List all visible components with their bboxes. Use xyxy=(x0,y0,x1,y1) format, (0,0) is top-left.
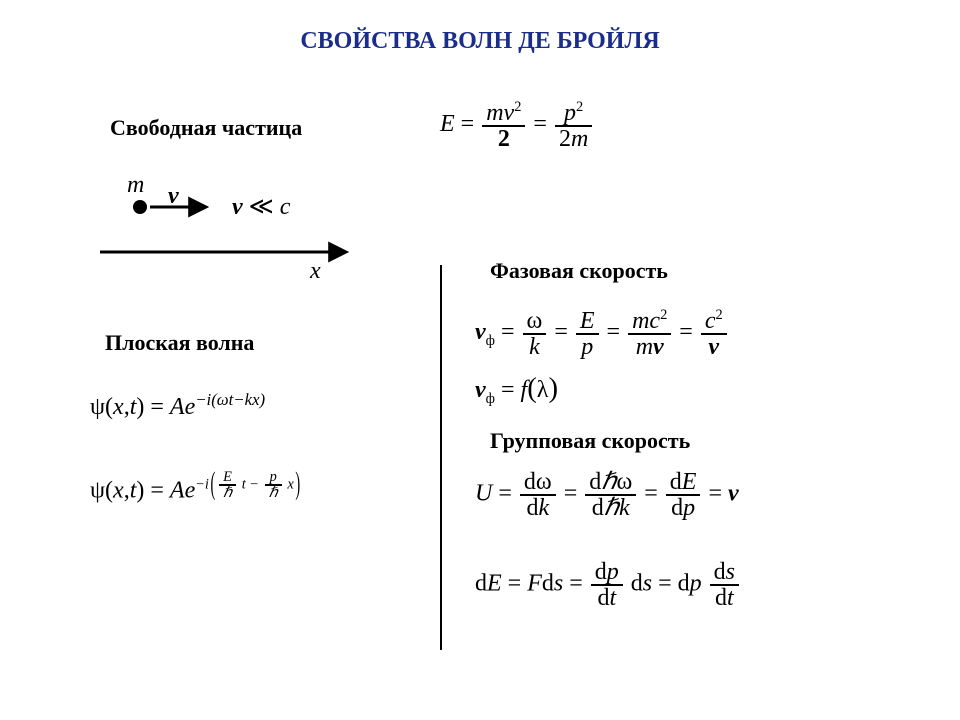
sym-U: U xyxy=(475,481,492,507)
sym-Ae2: Ae xyxy=(170,478,195,504)
sym-mc: mc xyxy=(632,308,660,334)
sym-omega: ω xyxy=(523,309,547,333)
vertical-divider xyxy=(440,265,442,650)
label-plane-wave: Плоская волна xyxy=(105,330,254,356)
eq-energy: E = mv2 2 = p2 22mm xyxy=(440,100,594,151)
eq-vphase-f: vф = f(λ) xyxy=(475,372,558,408)
sym-k: k xyxy=(523,333,547,359)
sym-vphf-v: v xyxy=(475,377,486,403)
sym-mv: mv xyxy=(486,100,514,126)
sym-t: t xyxy=(242,477,246,493)
sym-mi: −i xyxy=(195,477,209,493)
sym-m-label: m xyxy=(127,172,144,199)
sym-E2: E xyxy=(576,309,599,333)
sym-den2: 2 xyxy=(482,125,525,151)
frac-mv2-2: mv2 2 xyxy=(482,100,525,151)
sym-x-label: x xyxy=(310,258,321,285)
sym-vphf-phi: ф xyxy=(486,391,495,407)
sym-eq: = xyxy=(461,111,475,137)
sym-v-label: v xyxy=(168,183,179,210)
label-group-velocity: Групповая скорость xyxy=(490,428,690,454)
sym-m: m xyxy=(571,126,588,152)
cond-v-ll-c: v ≪ c xyxy=(232,192,290,221)
sym-vden: v xyxy=(701,333,727,359)
sym-hbar2: ℏ xyxy=(265,484,282,500)
frac-p2-2m: p2 22mm xyxy=(555,100,592,151)
sym-vph-phi: ф xyxy=(486,333,495,349)
sym-xexp: x xyxy=(287,477,293,493)
sym-v2: v xyxy=(232,194,243,220)
sym-eq2: = xyxy=(533,111,547,137)
sym-exp1: −i(ωt−kx) xyxy=(195,390,265,409)
sym-hbar1: ℏ xyxy=(219,484,236,500)
sym-minus: − xyxy=(249,477,259,493)
sym-p2: p xyxy=(576,333,599,359)
sym-Ae: Ae xyxy=(170,394,195,420)
sym-p: p xyxy=(564,100,576,126)
sym-c: c xyxy=(705,308,716,334)
sym-vph-v: v xyxy=(475,319,486,345)
sym-mc2: 2 xyxy=(660,307,667,323)
label-phase-velocity: Фазовая скорость xyxy=(490,258,668,284)
sym-c2: 2 xyxy=(715,307,722,323)
sym-sq2: 2 xyxy=(576,99,583,115)
sym-E: E xyxy=(440,111,455,137)
particle-dot xyxy=(133,200,147,214)
sym-Uv: v xyxy=(728,481,739,507)
sym-2b: 2 xyxy=(559,126,571,152)
sym-Eexp: E xyxy=(219,470,236,484)
sym-sq1: 2 xyxy=(514,99,521,115)
sym-lambda: λ xyxy=(537,377,549,403)
eq-psi2: ψ(x,t) = Ae −i ( Eℏ t − pℏ x ) xyxy=(90,470,298,505)
eq-vphase: vф = ωk = Ep = mc2mv = c2v xyxy=(475,308,729,359)
eq-group-velocity: U = dωdk = dℏωdℏk = dEdp = v xyxy=(475,470,739,520)
label-free-particle: Свободная частица xyxy=(110,115,302,141)
page-title: СВОЙСТВА ВОЛН ДЕ БРОЙЛЯ xyxy=(0,28,960,55)
sym-pexp: p xyxy=(265,470,282,484)
eq-psi1: ψ(x,t) = Ae−i(ωt−kx) xyxy=(90,390,265,421)
eq-dE: dE = Fds = dpdt ds = dp dsdt xyxy=(475,560,741,610)
